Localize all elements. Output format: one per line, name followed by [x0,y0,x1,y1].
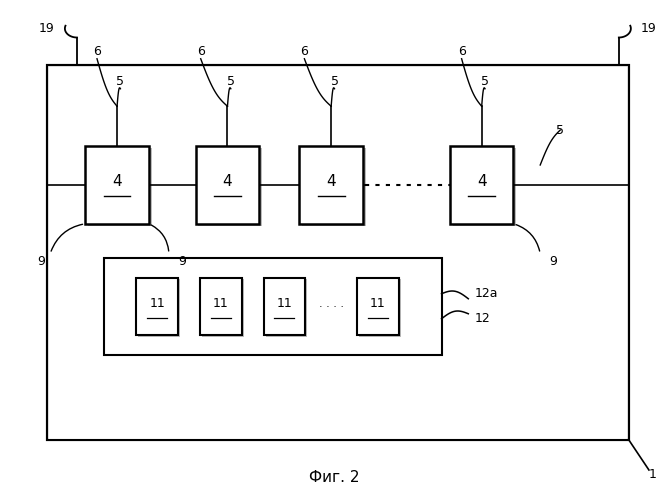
Bar [302,148,365,226]
Text: 6: 6 [93,44,101,58]
Text: 4: 4 [477,174,486,188]
Text: 11: 11 [276,297,292,310]
Bar [453,148,516,226]
Text: 6: 6 [458,44,466,58]
Text: 12a: 12a [475,287,498,300]
Bar [47,65,629,440]
Text: 5: 5 [330,74,339,88]
Bar [357,278,399,335]
Bar [450,146,514,224]
Text: 6: 6 [197,44,205,58]
Bar [104,258,442,355]
Text: 4: 4 [112,174,122,188]
Text: 11: 11 [370,297,386,310]
Text: · · · ·: · · · · [318,302,344,312]
Bar [86,146,149,224]
Bar [196,146,260,224]
Bar [49,66,627,438]
Text: 6: 6 [300,44,308,58]
Text: 1: 1 [648,468,656,481]
Text: 19: 19 [641,22,657,35]
Text: 11: 11 [213,297,229,310]
Bar [300,146,363,224]
Text: 4: 4 [223,174,232,188]
Text: Фиг. 2: Фиг. 2 [309,470,360,485]
Bar [138,279,180,337]
Text: 9: 9 [37,255,45,268]
Bar [199,148,262,226]
Bar [47,65,629,440]
Text: 4: 4 [326,174,336,188]
Bar [202,279,244,337]
Text: 12: 12 [475,312,491,326]
Bar [200,278,242,335]
Text: 11: 11 [149,297,165,310]
Text: 9: 9 [550,255,557,268]
Text: 19: 19 [39,22,55,35]
Bar [264,278,305,335]
Bar [88,148,151,226]
Bar [266,279,307,337]
Bar [359,279,401,337]
Text: 5: 5 [227,74,235,88]
Text: 5: 5 [557,124,564,136]
Text: 5: 5 [481,74,489,88]
Text: 9: 9 [179,255,186,268]
Bar [136,278,178,335]
Text: 5: 5 [116,74,124,88]
